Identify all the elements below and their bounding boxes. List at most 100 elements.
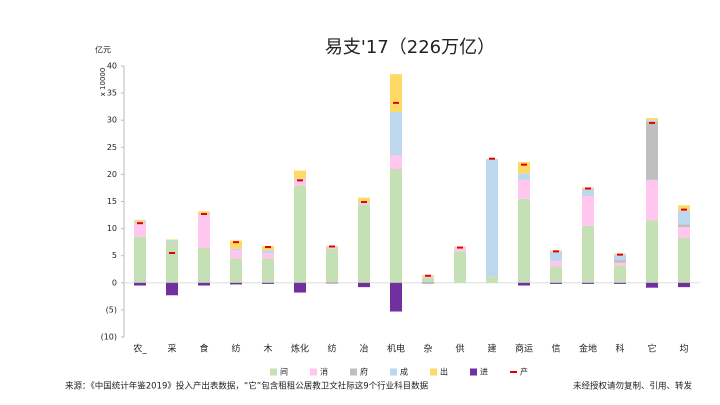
bar-segment <box>486 159 498 277</box>
bar-segment <box>614 254 626 261</box>
legend-label: 府 <box>360 367 368 377</box>
bar-segment <box>230 258 242 283</box>
x-tick-label: 杂 <box>423 344 432 355</box>
bar-segment <box>326 282 338 284</box>
bar-segment <box>678 224 690 227</box>
y-axis-label: x 10000 <box>99 68 107 97</box>
bar-segment <box>294 282 306 293</box>
bar-segment <box>518 198 530 283</box>
chart-title: 易支'17（226万亿） <box>325 37 495 58</box>
x-tick-label: 炼化 <box>291 343 309 355</box>
bar-segment <box>582 196 594 226</box>
x-tick-label: 商运 <box>515 343 533 355</box>
bar-segment <box>678 210 690 225</box>
bar-segment <box>550 251 562 262</box>
bar-segment <box>134 219 146 222</box>
y-tick-label: 15 <box>107 197 117 206</box>
x-tick-label: 木 <box>263 343 272 355</box>
y-tick-label: 10 <box>107 224 117 233</box>
x-tick-label: 它 <box>647 343 656 355</box>
x-tick-label: 机电 <box>387 343 405 355</box>
y-tick-label: 25 <box>107 143 117 152</box>
x-tick-label: 纺 <box>327 343 336 355</box>
copyright-note: 未经授权请勿复制、引用、转发 <box>573 381 693 392</box>
bar-segment <box>358 203 370 205</box>
bar-segment <box>390 155 402 169</box>
bar-segment <box>166 239 178 240</box>
x-tick-label: 冶 <box>359 343 368 355</box>
legend-label: 出 <box>440 367 448 377</box>
bar-segment <box>518 161 530 174</box>
bar-segment <box>422 282 434 284</box>
bar-segment <box>230 240 242 249</box>
bar-segment <box>422 276 434 278</box>
bar-segment <box>294 185 306 283</box>
bar-segment <box>166 239 178 242</box>
bar-segment <box>230 248 242 251</box>
bar-segment <box>358 282 370 288</box>
bar-segment <box>198 282 210 286</box>
bar-segment <box>454 247 466 252</box>
unit-label: 亿元 <box>95 45 111 55</box>
bar-segment <box>614 265 626 283</box>
x-tick-label: 信 <box>551 343 560 355</box>
y-tick-label: (5) <box>106 305 117 314</box>
bar-segment <box>582 282 594 284</box>
bar-segment <box>198 211 210 214</box>
bar-segment <box>358 197 370 203</box>
bar-segment <box>454 251 466 283</box>
legend-label: 成 <box>400 367 408 377</box>
bar-segment <box>646 120 658 122</box>
bar-segment <box>262 252 274 259</box>
bar-segment <box>262 258 274 283</box>
bar-segment <box>678 237 690 283</box>
bar-segment <box>646 118 658 121</box>
legend-swatch <box>390 368 397 376</box>
bar-segment <box>646 121 658 180</box>
bar-segment <box>294 170 306 179</box>
bar-segment <box>550 261 562 267</box>
bar-segment <box>134 282 146 286</box>
bar-segment <box>550 282 562 284</box>
y-tick-label: 20 <box>107 170 117 179</box>
x-tick-label: 采 <box>167 344 176 355</box>
bar-segment <box>198 215 210 248</box>
x-tick-label: 食 <box>199 343 208 355</box>
x-tick-label: 金地 <box>579 343 597 355</box>
bar-segment <box>262 250 274 253</box>
x-tick-label: 均 <box>679 343 688 355</box>
legend-label: 进 <box>480 368 488 377</box>
bar-segment <box>230 282 242 285</box>
bar-segment <box>614 260 626 263</box>
x-tick-label: 农_ <box>133 343 147 355</box>
bar-segment <box>390 74 402 113</box>
bar-segment <box>390 168 402 283</box>
bar-segment <box>390 112 402 156</box>
bar-segment <box>614 262 626 266</box>
legend-label: 产 <box>520 367 528 377</box>
bar-segment <box>646 282 658 288</box>
bar-segment <box>678 205 690 211</box>
bar-segment <box>678 226 690 238</box>
bar-segment <box>646 220 658 283</box>
bar-segment <box>390 282 402 312</box>
bar-segment <box>294 179 306 186</box>
bar-segment <box>198 247 210 283</box>
bar-segment <box>326 247 338 249</box>
x-tick-label: 纺 <box>231 343 240 355</box>
bar-segment <box>518 173 530 180</box>
x-tick-label: 科 <box>615 343 624 355</box>
bar-segment <box>166 241 178 283</box>
bar-segment <box>358 204 370 283</box>
y-tick-label: 40 <box>107 62 117 71</box>
bar-segment <box>486 276 498 283</box>
legend-swatch <box>350 368 357 376</box>
legend-swatch <box>270 368 277 376</box>
bar-segment <box>230 250 242 259</box>
y-tick-label: (10) <box>101 333 117 342</box>
bar-segment <box>134 236 146 283</box>
bar-segment <box>166 282 178 296</box>
bar-segment <box>294 178 306 180</box>
legend-label: 消 <box>320 367 328 377</box>
